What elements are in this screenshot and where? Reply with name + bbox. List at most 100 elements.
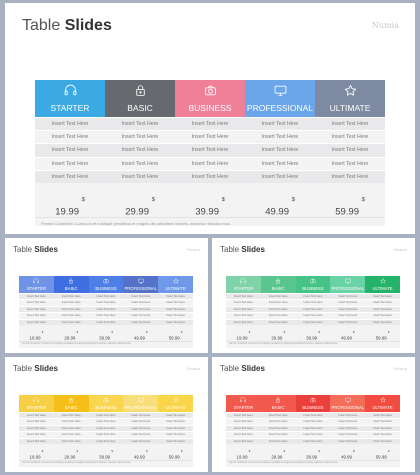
- camera-icon: [103, 397, 109, 403]
- headphones-icon: [240, 397, 247, 403]
- table-cell: Insert Text Here: [123, 418, 159, 425]
- table-cell: Insert Text Here: [295, 293, 331, 300]
- table-cell: Insert Text Here: [158, 412, 193, 419]
- price-value: 59.99: [168, 335, 180, 341]
- table-cell: Insert Text Here: [226, 293, 261, 300]
- plan-header[interactable]: PROFESSIONAL: [123, 395, 159, 412]
- yellow-slide[interactable]: Table Slides Numia STARTER Insert Text He…: [5, 357, 208, 472]
- plan-name: ULTIMATE: [372, 405, 393, 410]
- plan-name: BUSINESS: [95, 286, 117, 291]
- plan-header[interactable]: ULTIMATE: [365, 276, 400, 293]
- price-currency: $: [353, 330, 355, 334]
- plan-column-business: BUSINESS Insert Text Here Insert Text Here…: [295, 276, 331, 341]
- table-cell: Insert Text Here: [226, 312, 261, 319]
- title-light: Table: [220, 245, 240, 254]
- footnote: Fermin Condimint: Cursus in et nostique …: [19, 340, 193, 347]
- plan-header[interactable]: ULTIMATE: [315, 80, 385, 117]
- plan-header[interactable]: BASIC: [260, 395, 296, 412]
- plan-header[interactable]: BUSINESS: [88, 276, 124, 293]
- table-cell: Insert Text Here: [245, 143, 315, 157]
- plan-header[interactable]: BUSINESS: [295, 276, 331, 293]
- plan-header[interactable]: ULTIMATE: [158, 276, 193, 293]
- plan-header[interactable]: PROFESSIONAL: [245, 80, 315, 117]
- monitor-icon: [345, 397, 351, 403]
- plan-header[interactable]: PROFESSIONAL: [330, 395, 366, 412]
- monitor-icon: [345, 278, 351, 284]
- plan-price: 19.99 $: [35, 183, 105, 218]
- price-value: 39.99: [99, 335, 111, 341]
- footnote: Fermin Condimint: Cursus in et nostique …: [19, 459, 193, 466]
- table-cell: Insert Text Here: [158, 437, 193, 444]
- table-cell: Insert Text Here: [53, 431, 89, 438]
- star-icon: [344, 84, 356, 96]
- pricing-table: STARTER Insert Text Here Insert Text Here I…: [226, 395, 400, 467]
- price-currency: $: [387, 449, 390, 453]
- plan-price: 39.99 $: [296, 325, 331, 341]
- plan-header[interactable]: BUSINESS: [175, 80, 245, 117]
- title-bold: Slides: [241, 245, 265, 254]
- pricing-table: STARTER Insert Text Here Insert Text Here I…: [19, 276, 193, 348]
- table-cell: Insert Text Here: [330, 312, 366, 319]
- price-currency: $: [151, 196, 155, 203]
- table-cell: Insert Text Here: [53, 305, 89, 313]
- table-cell: Insert Text Here: [365, 431, 400, 438]
- table-cell: Insert Text Here: [158, 305, 193, 313]
- green-slide[interactable]: Table Slides Numia STARTER Insert Text He…: [212, 238, 415, 353]
- table-cell: Insert Text Here: [226, 318, 261, 325]
- blue-slide[interactable]: Table Slides Numia STARTER Insert Text He…: [5, 238, 208, 353]
- plan-name: PROFESSIONAL: [124, 286, 158, 291]
- title-light: Table: [220, 364, 240, 373]
- main-slide[interactable]: Table Slides Numia STARTER Insert Text He…: [5, 3, 415, 234]
- plan-header[interactable]: STARTER: [35, 80, 105, 117]
- plan-price: 29.99 $: [54, 325, 89, 341]
- star-icon: [380, 397, 386, 403]
- plan-header[interactable]: BASIC: [105, 80, 175, 117]
- slide-title: Table Slides: [13, 245, 58, 254]
- price-currency: $: [146, 449, 148, 453]
- plan-header[interactable]: STARTER: [226, 276, 261, 293]
- slide-title: Table Slides: [220, 245, 265, 254]
- table-cell: Insert Text Here: [123, 424, 159, 432]
- plan-header[interactable]: ULTIMATE: [365, 395, 400, 412]
- table-cell: Insert Text Here: [175, 130, 245, 144]
- table-cell: Insert Text Here: [295, 305, 331, 313]
- table-cell: Insert Text Here: [260, 305, 296, 313]
- plan-header[interactable]: PROFESSIONAL: [330, 276, 366, 293]
- plan-price: 59.99 $: [158, 444, 193, 460]
- lock-icon: [276, 397, 281, 403]
- plan-header[interactable]: BASIC: [53, 276, 89, 293]
- plan-header[interactable]: BUSINESS: [295, 395, 331, 412]
- price-value: 39.99: [306, 454, 318, 460]
- price-currency: $: [387, 330, 390, 334]
- price-value: 19.99: [29, 454, 41, 460]
- plan-price: 59.99 $: [365, 444, 400, 460]
- brand-logo: Numia: [186, 247, 200, 252]
- plan-header[interactable]: BASIC: [260, 276, 296, 293]
- table-cell: Insert Text Here: [19, 305, 54, 313]
- plan-header[interactable]: ULTIMATE: [158, 395, 193, 412]
- table-cell: Insert Text Here: [88, 424, 124, 432]
- price-currency: $: [111, 449, 113, 453]
- plan-price: 49.99 $: [123, 325, 158, 341]
- table-cell: Insert Text Here: [226, 431, 261, 438]
- headphones-icon: [33, 397, 40, 403]
- plan-header[interactable]: BASIC: [53, 395, 89, 412]
- plan-header[interactable]: PROFESSIONAL: [123, 276, 159, 293]
- table-cell: Insert Text Here: [19, 424, 54, 432]
- plan-column-ultimate: ULTIMATE Insert Text Here Insert Text Here…: [158, 395, 193, 460]
- red-slide[interactable]: Table Slides Numia STARTER Insert Text He…: [212, 357, 415, 472]
- table-cell: Insert Text Here: [226, 412, 261, 419]
- slide-title: Table Slides: [22, 17, 112, 35]
- star-icon: [173, 397, 179, 403]
- table-cell: Insert Text Here: [53, 437, 89, 444]
- price-currency: $: [291, 196, 295, 203]
- plan-header[interactable]: STARTER: [226, 395, 261, 412]
- star-icon: [173, 278, 179, 284]
- plan-header[interactable]: STARTER: [19, 395, 54, 412]
- plan-header[interactable]: STARTER: [19, 276, 54, 293]
- price-currency: $: [283, 330, 286, 334]
- price-currency: $: [318, 449, 320, 453]
- plan-price: 19.99 $: [19, 444, 54, 460]
- plan-header[interactable]: BUSINESS: [88, 395, 124, 412]
- plan-price: 39.99 $: [296, 444, 331, 460]
